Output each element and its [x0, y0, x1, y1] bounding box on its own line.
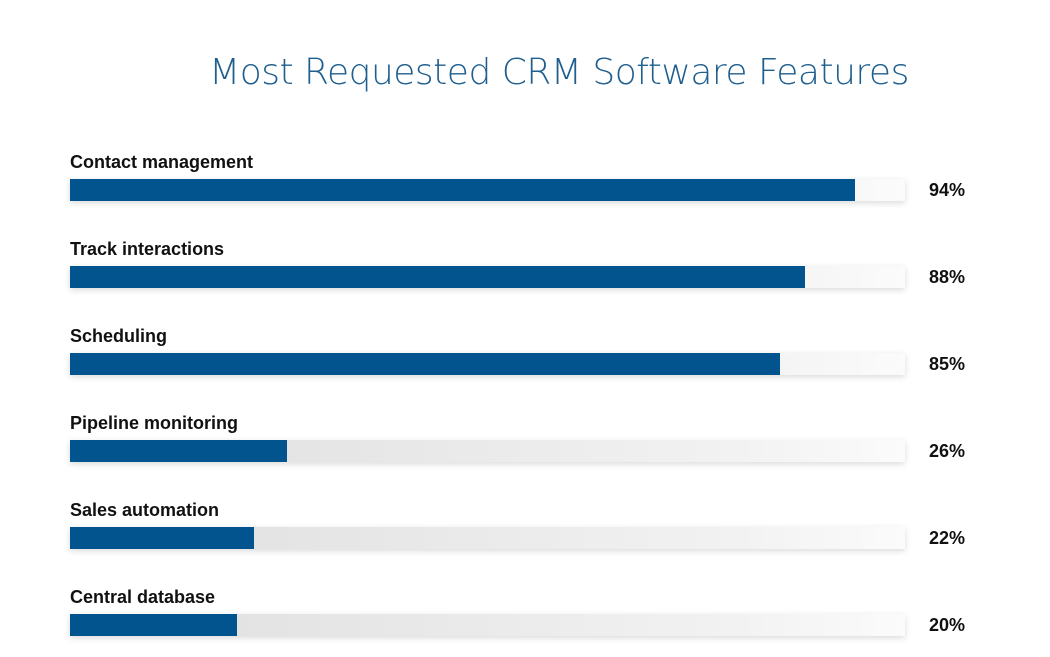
bar-label: Sales automation [70, 500, 220, 520]
bar-label: Track interactions [70, 239, 225, 259]
bar-track [70, 266, 905, 288]
bar-track [70, 353, 905, 375]
bar-row: Contact management 94% [70, 152, 1030, 222]
bar-fill [70, 614, 237, 636]
bar-value-label: 85% [929, 354, 966, 374]
bar-track [70, 179, 905, 201]
bar-track [70, 440, 905, 462]
bar-fill [70, 353, 780, 375]
bar-fill [70, 440, 288, 462]
bar-label: Scheduling [70, 326, 168, 346]
bar-row: Track interactions 88% [70, 239, 1030, 309]
bar-value-label: 20% [929, 615, 966, 635]
chart-title: Most Requested CRM Software Features [209, 52, 909, 93]
bar-fill [70, 527, 254, 549]
bar-row: Pipeline monitoring 26% [70, 413, 1030, 483]
bar-value-label: 88% [929, 267, 966, 287]
bar-value-label: 22% [929, 528, 966, 548]
bar-row: Scheduling 85% [70, 326, 1030, 396]
bar-row: Central database 20% [70, 587, 1030, 657]
bar-label: Central database [70, 587, 216, 607]
bar-label: Pipeline monitoring [70, 413, 239, 433]
bar-fill [70, 179, 855, 201]
bar-fill [70, 266, 805, 288]
bar-row: Sales automation 22% [70, 500, 1030, 570]
bar-track [70, 614, 905, 636]
bar-track [70, 527, 905, 549]
bar-label: Contact management [70, 152, 254, 172]
bar-value-label: 94% [929, 180, 966, 200]
bar-value-label: 26% [929, 441, 966, 461]
